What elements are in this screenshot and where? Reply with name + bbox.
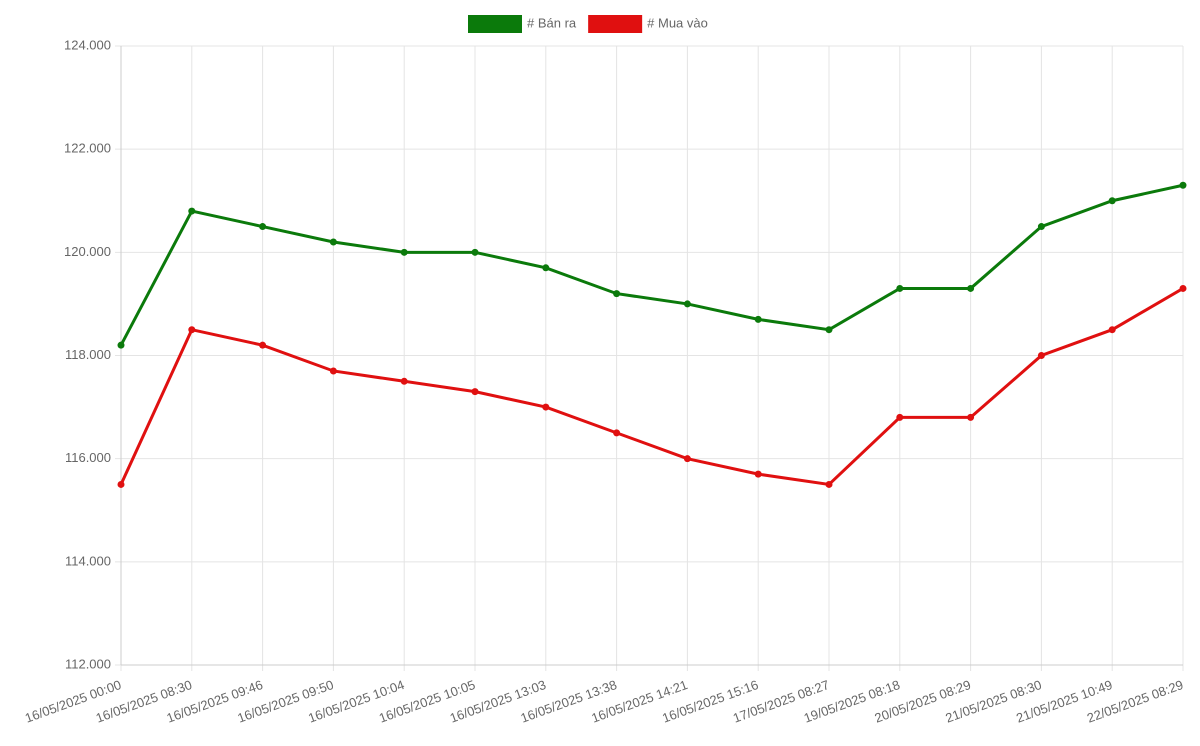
data-point: [967, 413, 975, 421]
data-point: [329, 367, 337, 375]
legend-swatch: [468, 15, 522, 33]
data-point: [825, 480, 833, 488]
series-line: [119, 287, 1184, 487]
data-point: [613, 429, 621, 437]
data-point: [188, 326, 196, 334]
data-point: [259, 223, 267, 231]
legend-label: # Bán ra: [527, 15, 577, 30]
y-tick-label: 120.000: [64, 244, 111, 259]
data-point: [1037, 223, 1045, 231]
y-tick-label: 114.000: [65, 553, 111, 568]
y-tick-label: 112.000: [65, 656, 111, 671]
data-point: [825, 326, 833, 334]
data-point: [117, 480, 125, 488]
data-point: [1179, 284, 1187, 292]
data-point: [542, 403, 550, 411]
y-tick-label: 122.000: [64, 141, 111, 156]
data-point: [683, 455, 691, 463]
data-point: [896, 284, 904, 292]
data-point: [1179, 181, 1187, 189]
series-line: [119, 183, 1184, 346]
y-tick-label: 118.000: [65, 347, 111, 362]
data-point: [1108, 197, 1116, 205]
data-point: [967, 284, 975, 292]
data-point: [613, 290, 621, 298]
data-point: [754, 470, 762, 478]
data-point: [259, 341, 267, 349]
data-point: [400, 377, 408, 385]
y-tick-label: 124.000: [64, 37, 111, 52]
data-point: [471, 248, 479, 256]
y-tick-label: 116.000: [65, 450, 111, 465]
legend-swatch: [588, 15, 643, 33]
data-point: [1108, 326, 1116, 334]
data-point: [400, 248, 408, 256]
data-point: [471, 388, 479, 396]
data-point: [1037, 352, 1045, 359]
data-point: [896, 413, 904, 421]
data-point: [542, 264, 550, 272]
data-point: [683, 300, 691, 308]
data-point: [188, 207, 196, 215]
data-point: [117, 341, 125, 349]
data-point: [754, 315, 762, 323]
legend-label: # Mua vào: [647, 15, 708, 30]
data-point: [329, 238, 337, 246]
